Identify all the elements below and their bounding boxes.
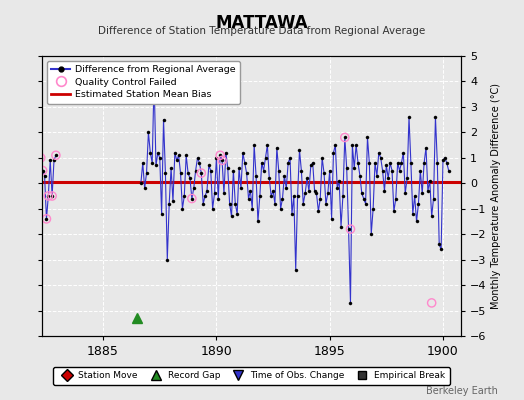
- Point: [31, 139, 39, 146]
- Text: Difference of Station Temperature Data from Regional Average: Difference of Station Temperature Data f…: [99, 26, 425, 36]
- Point: [428, 300, 436, 306]
- Point: [216, 152, 224, 158]
- Y-axis label: Monthly Temperature Anomaly Difference (°C): Monthly Temperature Anomaly Difference (…: [491, 83, 501, 309]
- Point: [44, 193, 52, 199]
- Text: Berkeley Earth: Berkeley Earth: [426, 386, 498, 396]
- Point: [52, 152, 60, 158]
- Point: [38, 167, 47, 174]
- Point: [346, 226, 355, 232]
- Text: MATTAWA: MATTAWA: [216, 14, 308, 32]
- Point: [37, 155, 45, 161]
- Point: [341, 134, 349, 141]
- Legend: Station Move, Record Gap, Time of Obs. Change, Empirical Break: Station Move, Record Gap, Time of Obs. C…: [53, 367, 450, 385]
- Legend: Difference from Regional Average, Quality Control Failed, Estimated Station Mean: Difference from Regional Average, Qualit…: [47, 61, 241, 104]
- Point: [188, 195, 196, 202]
- Point: [197, 170, 205, 176]
- Point: [42, 216, 51, 222]
- Point: [150, 76, 158, 82]
- Point: [218, 157, 226, 164]
- Point: [48, 193, 56, 199]
- Point: [33, 160, 41, 166]
